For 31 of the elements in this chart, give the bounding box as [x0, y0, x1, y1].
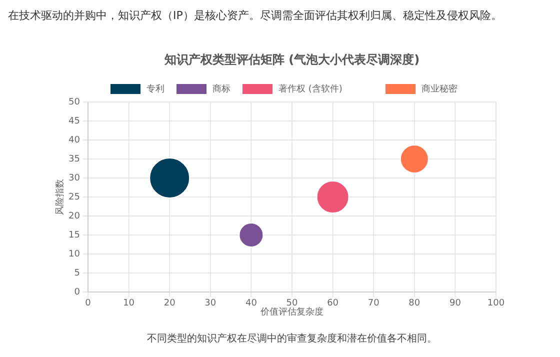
- x-tick-label: 60: [327, 298, 339, 308]
- chart-title: 知识产权类型评估矩阵 (气泡大小代表尽调深度): [163, 52, 420, 66]
- y-tick-label: 15: [68, 230, 80, 240]
- y-tick-label: 45: [68, 116, 80, 126]
- y-tick-label: 5: [74, 268, 80, 278]
- legend-label: 专利: [146, 83, 164, 94]
- x-tick-label: 20: [164, 298, 176, 308]
- x-tick-label: 90: [449, 298, 462, 308]
- x-tick-label: 0: [85, 298, 92, 308]
- text: 在技术驱动的并购中，知识产权（IP）是核心资产。尽调需全面评估其权利归属、稳定性及侵权风险。: [8, 9, 502, 22]
- y-tick-label: 50: [68, 97, 80, 108]
- legend-label: 著作权 (含软件): [278, 83, 342, 94]
- x-axis-title: 价值评估复杂度: [260, 306, 324, 318]
- legend-label: 商标: [212, 83, 230, 94]
- y-tick-label: 30: [68, 173, 80, 184]
- text: 不同类型的知识产权在尽调中的审查复杂度和潜在价值各不相同。: [147, 332, 437, 345]
- x-tick-label: 40: [245, 298, 258, 308]
- x-tick-label: 10: [123, 298, 135, 308]
- legend-label: 商业秘密: [422, 83, 458, 94]
- y-tick-label: 0: [74, 287, 80, 298]
- x-tick-label: 30: [204, 298, 216, 308]
- y-tick-label: 20: [68, 211, 80, 222]
- x-tick-label: 80: [408, 298, 420, 308]
- y-tick-label: 35: [68, 154, 80, 164]
- y-tick-label: 40: [68, 135, 80, 146]
- y-tick-label: 10: [68, 249, 80, 260]
- x-tick-label: 70: [368, 298, 380, 308]
- y-axis-title: 风险指数: [54, 179, 66, 215]
- x-tick-label: 50: [286, 298, 298, 308]
- y-tick-label: 25: [68, 192, 80, 202]
- x-tick-label: 100: [487, 298, 505, 308]
